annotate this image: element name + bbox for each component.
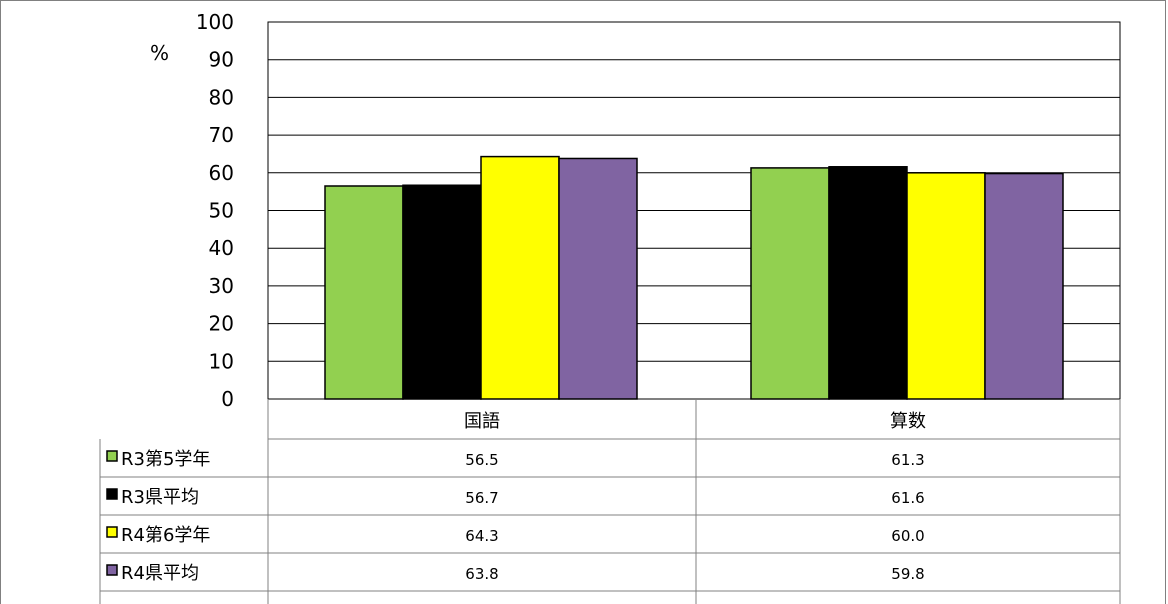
bar-3-1 [480,155,560,400]
table-cell-value: 64.3 [465,527,498,545]
legend-label: R3第5学年 [121,449,210,470]
legend-swatch [106,526,118,538]
y-unit-label: % [150,41,169,65]
table-cell-value: 56.5 [465,451,498,469]
table-cell-value: 56.7 [465,489,498,507]
bar-2-2 [828,166,908,400]
table-cell-value: 60.0 [891,527,924,545]
y-tick-label: 80 [209,85,234,109]
category-label: 国語 [464,411,500,432]
y-tick-label: 0 [221,387,234,411]
y-tick-label: 30 [209,274,234,298]
y-tick-label: 90 [209,48,234,72]
bar-4-2 [984,172,1064,400]
legend-swatch [106,488,118,500]
legend-label: R4第6学年 [121,525,210,546]
y-tick-label: 20 [209,312,234,336]
legend-label: R3県平均 [121,487,199,508]
y-tick-label: 10 [209,349,234,373]
y-tick-label: 60 [209,161,234,185]
bar-2-1 [402,184,482,400]
bar-1-2 [750,167,830,400]
y-tick-label: 50 [209,199,234,223]
table-cell-value: 59.8 [891,565,924,583]
category-label: 算数 [890,411,926,432]
legend-swatch [106,564,118,576]
table-cell-value: 61.3 [891,451,924,469]
y-tick-label: 70 [209,123,234,147]
bar-1-1 [324,185,404,400]
table-cell-value: 63.8 [465,565,498,583]
bar-3-2 [906,172,986,400]
data-table: 国語 算数 R3第5学年 56.5 61.3 R3県平均 56.7 61.6 R4第6学年 64.… [99,399,1121,604]
legend-swatch [106,450,118,462]
y-tick-label: 100 [196,10,234,34]
y-tick-label: 40 [209,236,234,260]
y-axis: 0 10 20 30 40 50 60 70 80 90 100 [196,10,234,411]
bars [324,155,1064,400]
table-cell-value: 61.6 [891,489,924,507]
bar-4-1 [558,157,638,400]
legend-label: R4県平均 [121,563,199,584]
